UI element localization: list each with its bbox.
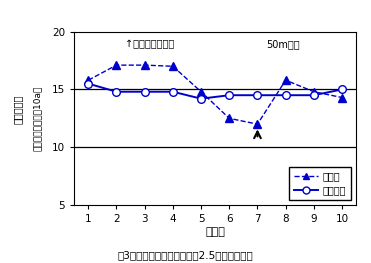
自動制御 [255,94,260,97]
自動制御 [86,82,91,85]
無制御 [255,123,260,126]
Text: 植付け苗量（枚／10a）: 植付け苗量（枚／10a） [33,86,42,151]
自動制御 [142,90,147,93]
無制御 [86,79,91,82]
自動制御 [283,94,288,97]
無制御 [227,117,232,120]
Text: 図3　植付け苗量の推移（苗2.5割節約の例）: 図3 植付け苗量の推移（苗2.5割節約の例） [118,250,253,260]
無制御 [114,64,119,67]
無制御 [199,90,203,93]
Text: 50mほ場: 50mほ場 [266,39,299,49]
Line: 自動制御: 自動制御 [85,80,346,103]
自動制御 [199,97,203,100]
自動制御 [114,90,119,93]
Text: ↑印は苗補給箇所: ↑印は苗補給箇所 [125,39,174,49]
X-axis label: 行　程: 行 程 [205,227,225,237]
自動制御 [171,90,175,93]
Legend: 無制御, 自動制御: 無制御, 自動制御 [289,167,351,200]
自動制御 [227,94,232,97]
無制御 [340,96,344,99]
Line: 無制御: 無制御 [85,61,346,128]
Text: 行程ごとの: 行程ごとの [13,95,23,124]
無制御 [312,90,316,93]
無制御 [142,64,147,67]
無制御 [171,65,175,68]
自動制御 [312,94,316,97]
自動制御 [340,88,344,91]
無制御 [283,79,288,82]
